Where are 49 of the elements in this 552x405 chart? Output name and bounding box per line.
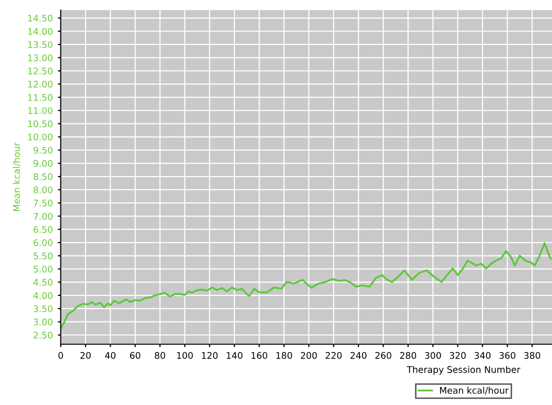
line-series bbox=[60, 242, 552, 330]
x-axis-title: Therapy Session Number bbox=[406, 366, 520, 375]
y-tick-label: 12.50 bbox=[28, 68, 52, 74]
y-tick-label: 8.00 bbox=[34, 186, 52, 194]
x-tick-label: 360 bbox=[499, 352, 516, 359]
y-tick-label: 3.50 bbox=[34, 305, 52, 312]
x-tick-label: 180 bbox=[276, 352, 292, 359]
x-tick-label: 340 bbox=[474, 352, 491, 359]
y-tick-label: 10.00 bbox=[28, 134, 52, 140]
y-tick-label: 7.50 bbox=[34, 200, 52, 206]
x-tick-label: 300 bbox=[424, 352, 441, 359]
y-tick-label: 8.50 bbox=[34, 173, 52, 180]
x-tick-label: 200 bbox=[300, 352, 317, 359]
y-tick-label: 4.50 bbox=[33, 278, 52, 286]
x-tick-label: 120 bbox=[202, 352, 218, 359]
y-tick-label: 5.50 bbox=[34, 252, 52, 260]
x-tick-label: 0 bbox=[58, 352, 63, 359]
x-tick-label: 140 bbox=[226, 352, 242, 359]
y-tick-label: 6.50 bbox=[34, 226, 52, 233]
y-axis-title: Mean kcal/hour bbox=[12, 142, 21, 212]
y-tick-label: 14.50 bbox=[28, 14, 52, 22]
y-tick-label: 10.50 bbox=[28, 120, 52, 128]
x-tick-label: 260 bbox=[375, 352, 392, 359]
x-tick-label: 40 bbox=[105, 352, 116, 359]
y-tick-label: 9.00 bbox=[34, 160, 52, 167]
y-tick-label: 6.00 bbox=[34, 239, 52, 246]
y-tick-label: 3.00 bbox=[34, 318, 52, 326]
x-tick-label: 320 bbox=[450, 352, 466, 359]
legend-label: Mean kcal/hour bbox=[440, 386, 509, 394]
x-tick-label: 80 bbox=[154, 352, 166, 359]
x-tick-label: 20 bbox=[80, 352, 91, 359]
y-tick-label: 14.00 bbox=[28, 28, 52, 35]
x-tick-label: 220 bbox=[326, 352, 342, 359]
x-tick-label: 60 bbox=[130, 352, 140, 359]
y-tick-label: 4.00 bbox=[33, 292, 52, 299]
y-tick-label: 11.00 bbox=[28, 107, 52, 114]
y-tick-label: 12.00 bbox=[28, 80, 52, 88]
y-tick-label: 5.00 bbox=[34, 266, 52, 273]
x-tick-label: 380 bbox=[524, 352, 540, 359]
y-tick-label: 7.00 bbox=[34, 212, 52, 220]
y-tick-label: 9.50 bbox=[34, 146, 52, 154]
y-tick-label: 2.50 bbox=[34, 332, 52, 339]
x-tick-label: 100 bbox=[177, 352, 193, 359]
y-tick-label: 11.50 bbox=[28, 94, 52, 101]
x-tick-label: 160 bbox=[252, 352, 268, 359]
x-tick-label: 240 bbox=[350, 352, 366, 359]
x-tick-label: 280 bbox=[400, 352, 416, 359]
y-tick-label: 13.00 bbox=[28, 54, 52, 62]
y-tick-label: 13.50 bbox=[28, 41, 52, 48]
